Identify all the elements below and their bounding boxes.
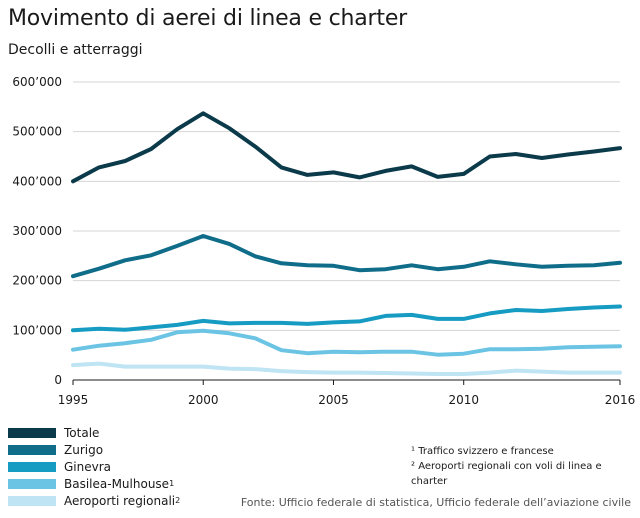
legend-sup-regionali: 2 — [175, 496, 181, 505]
series-line-ginevra — [71, 304, 622, 333]
legend-sup-basilea: 1 — [169, 479, 175, 488]
legend-item-totale: Totale — [8, 424, 180, 441]
legend-item-regionali: Aeroporti regionali 2 — [8, 492, 180, 509]
legend-label-totale: Totale — [64, 425, 100, 440]
series-line-totale — [71, 111, 622, 184]
legend-swatch-ginevra — [8, 461, 56, 472]
legend-item-basilea: Basilea-Mulhouse 1 — [8, 475, 180, 492]
source-note: Fonte: Ufficio federale di statistica, U… — [240, 496, 631, 509]
chart-title: Movimento di aerei di linea e charter — [8, 6, 407, 31]
legend-label-ginevra: Ginevra — [64, 459, 112, 474]
line-chart: 1995 2000 2005 2010 2016 0 100’000 200’000 300’… — [12, 75, 636, 407]
legend-item-ginevra: Ginevra — [8, 458, 180, 475]
footnotes: ¹ Traffico svizzero e francese ² Aeropor… — [411, 444, 640, 489]
footnote-1: ¹ Traffico svizzero e francese — [411, 446, 554, 457]
legend-swatch-totale — [8, 427, 56, 438]
legend-swatch-zurigo — [8, 444, 56, 455]
y-tick-label: 400’000 — [12, 174, 62, 188]
legend-label-basilea: Basilea-Mulhouse — [64, 476, 170, 491]
legend-label-regionali: Aeroporti regionali — [64, 493, 176, 508]
x-tick-label: 1995 — [58, 393, 89, 407]
series-line-regionali — [71, 361, 622, 376]
legend: Totale Zurigo Ginevra Basilea-Mulhouse 1 … — [8, 424, 180, 509]
y-tick-label: 300’000 — [12, 224, 62, 238]
series-line-zurigo — [71, 234, 622, 279]
y-tick-label: 200’000 — [12, 274, 62, 288]
y-tick-label: 500’000 — [12, 125, 62, 139]
x-tick-label: 2010 — [448, 393, 479, 407]
x-tick-label: 2005 — [318, 393, 349, 407]
footnote-2: ² Aeroporti regionali con voli di linea … — [411, 461, 602, 487]
legend-label-zurigo: Zurigo — [64, 442, 104, 457]
x-tick-label: 2000 — [188, 393, 219, 407]
legend-swatch-basilea — [8, 478, 56, 489]
chart-subtitle: Decolli e atterraggi — [8, 42, 143, 58]
legend-swatch-regionali — [8, 495, 56, 506]
x-tick-label: 2016 — [605, 393, 636, 407]
y-tick-label: 600’000 — [12, 75, 62, 89]
y-tick-label: 100’000 — [12, 323, 62, 337]
series-line-basilea — [71, 328, 622, 357]
legend-item-zurigo: Zurigo — [8, 441, 180, 458]
y-tick-label: 0 — [54, 373, 62, 387]
